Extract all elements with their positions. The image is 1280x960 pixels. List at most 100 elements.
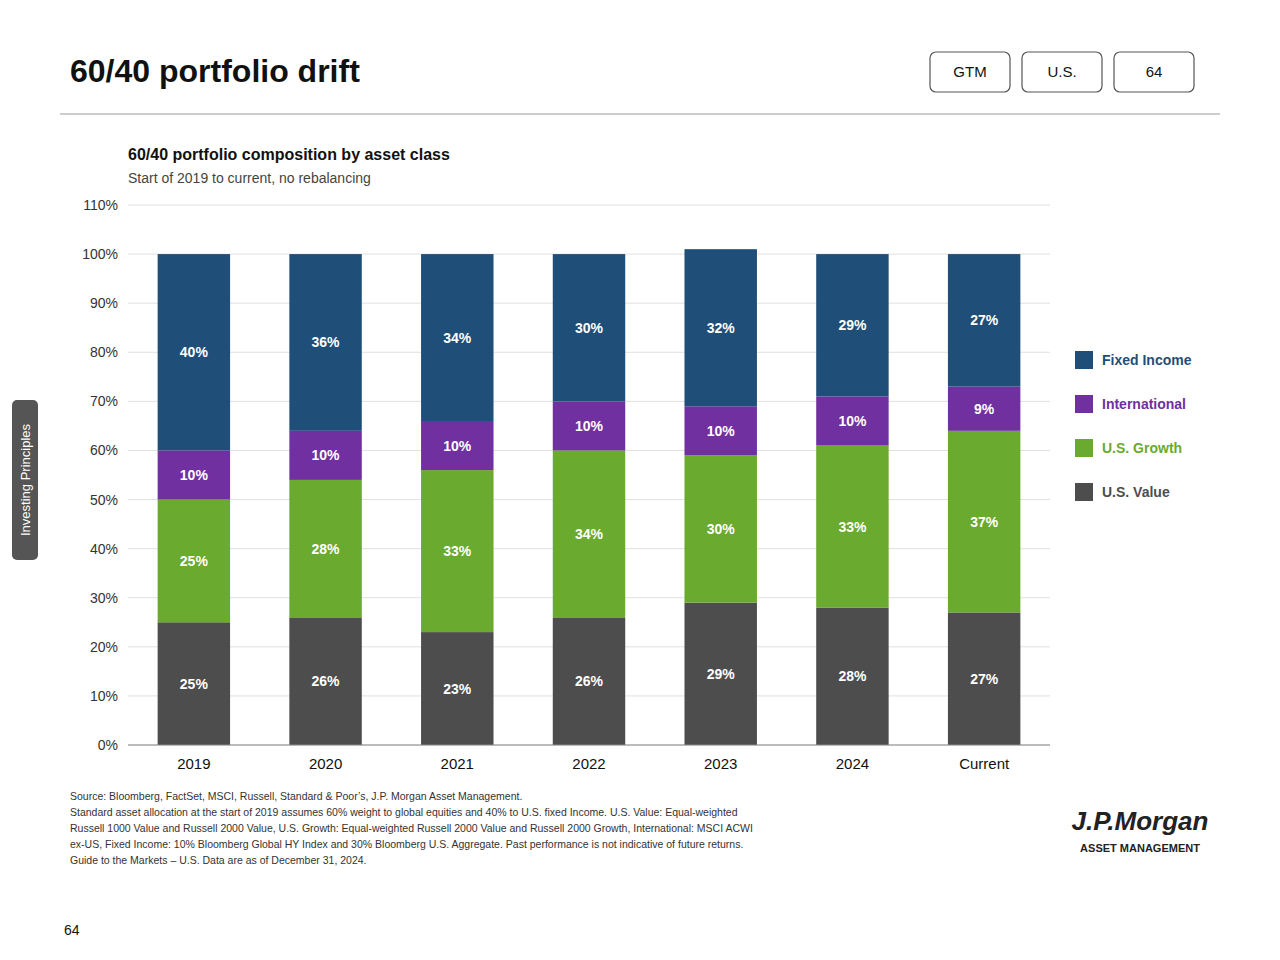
footer-line: Standard asset allocation at the start o… bbox=[70, 806, 738, 818]
legend-swatch bbox=[1075, 395, 1093, 413]
badge-text: GTM bbox=[953, 63, 986, 80]
badge-box bbox=[1022, 52, 1102, 92]
data-label: 9% bbox=[974, 401, 995, 417]
bar-segment bbox=[684, 249, 756, 406]
y-tick-label: 70% bbox=[90, 393, 118, 409]
data-label: 34% bbox=[443, 330, 472, 346]
side-label-box bbox=[12, 400, 38, 560]
data-label: 36% bbox=[312, 334, 341, 350]
data-label: 28% bbox=[312, 541, 341, 557]
data-label: 26% bbox=[312, 673, 341, 689]
bar-segment bbox=[684, 603, 756, 745]
data-label: 30% bbox=[707, 521, 736, 537]
bar-segment bbox=[948, 612, 1020, 745]
data-label: 27% bbox=[970, 312, 999, 328]
data-label: 32% bbox=[707, 320, 736, 336]
y-tick-label: 10% bbox=[90, 688, 118, 704]
bar-segment bbox=[684, 455, 756, 602]
bar-segment bbox=[948, 387, 1020, 431]
data-label: 10% bbox=[707, 423, 736, 439]
bar-segment bbox=[158, 450, 230, 499]
data-label: 25% bbox=[180, 676, 209, 692]
y-tick-label: 30% bbox=[90, 590, 118, 606]
y-tick-label: 50% bbox=[90, 492, 118, 508]
y-tick-label: 60% bbox=[90, 442, 118, 458]
bar-segment bbox=[948, 254, 1020, 387]
data-label: 33% bbox=[838, 519, 867, 535]
page-number: 64 bbox=[64, 922, 80, 938]
footer-line: Source: Bloomberg, FactSet, MSCI, Russel… bbox=[70, 790, 522, 802]
bar-segment bbox=[816, 254, 888, 396]
badge-text: 64 bbox=[1146, 63, 1163, 80]
bar-segment bbox=[289, 254, 361, 431]
y-tick-label: 0% bbox=[98, 737, 118, 753]
bar-segment bbox=[816, 608, 888, 745]
bar-segment bbox=[816, 446, 888, 608]
data-label: 27% bbox=[970, 671, 999, 687]
badge-text: U.S. bbox=[1047, 63, 1076, 80]
x-axis: 201920202021202220232024Current bbox=[128, 745, 1050, 772]
background bbox=[0, 0, 1280, 960]
bar-segment bbox=[684, 406, 756, 455]
bar-segment bbox=[289, 431, 361, 480]
logo-text: J.P.Morgan bbox=[1072, 806, 1209, 836]
bar-segment bbox=[553, 401, 625, 450]
subtitle-note: Start of 2019 to current, no rebalancing bbox=[128, 170, 371, 186]
bar-segment bbox=[421, 470, 493, 632]
bar-segment bbox=[421, 254, 493, 421]
badge-box bbox=[930, 52, 1010, 92]
title: 60/40 portfolio drift bbox=[70, 53, 360, 89]
bar-segment bbox=[948, 431, 1020, 613]
data-label: 40% bbox=[180, 344, 209, 360]
bar-segment bbox=[553, 617, 625, 745]
badge-box bbox=[1114, 52, 1194, 92]
x-tick-label: 2020 bbox=[309, 755, 342, 772]
x-axis-line bbox=[128, 745, 1050, 746]
footer-line: Guide to the Markets – U.S. Data are as … bbox=[70, 854, 367, 866]
y-tick-label: 80% bbox=[90, 344, 118, 360]
logo-subtext: ASSET MANAGEMENT bbox=[1080, 842, 1200, 854]
side-label-group: Investing Principles bbox=[12, 400, 38, 560]
x-tick-label: Current bbox=[959, 755, 1010, 772]
bar-segment bbox=[289, 617, 361, 745]
data-label: 10% bbox=[443, 438, 472, 454]
footer-line: Russell 1000 Value and Russell 2000 Valu… bbox=[70, 822, 753, 834]
x-tick-label: 2023 bbox=[704, 755, 737, 772]
data-labels: 25%26%23%26%29%28%27%25%28%33%34%30%33%3… bbox=[180, 312, 999, 696]
chart-root: 60/40 portfolio driftGTMU.S.6460/40 port… bbox=[0, 0, 1280, 960]
bar-segment bbox=[158, 500, 230, 623]
bar-segment bbox=[421, 421, 493, 470]
data-label: 28% bbox=[838, 668, 867, 684]
bar-segment bbox=[289, 480, 361, 617]
data-label: 10% bbox=[312, 447, 341, 463]
data-label: 34% bbox=[575, 526, 604, 542]
header-rule bbox=[60, 113, 1220, 115]
y-tick-label: 20% bbox=[90, 639, 118, 655]
y-grid: 0%10%20%30%40%50%60%70%80%90%100%110% bbox=[82, 197, 1050, 753]
x-tick-label: 2022 bbox=[572, 755, 605, 772]
legend-swatch bbox=[1075, 483, 1093, 501]
x-tick-label: 2021 bbox=[441, 755, 474, 772]
data-label: 30% bbox=[575, 320, 604, 336]
bar-segment bbox=[816, 396, 888, 445]
data-label: 23% bbox=[443, 681, 472, 697]
grid-line bbox=[128, 745, 1050, 746]
legend-swatch bbox=[1075, 439, 1093, 457]
legend-swatch bbox=[1075, 351, 1093, 369]
bar-segment bbox=[158, 622, 230, 745]
data-label: 29% bbox=[707, 666, 736, 682]
data-label: 10% bbox=[575, 418, 604, 434]
legend-label: U.S. Growth bbox=[1102, 440, 1182, 456]
data-label: 25% bbox=[180, 553, 209, 569]
data-label: 29% bbox=[838, 317, 867, 333]
x-tick-label: 2019 bbox=[177, 755, 210, 772]
data-label: 26% bbox=[575, 673, 604, 689]
legend: Fixed IncomeInternationalU.S. GrowthU.S.… bbox=[1075, 351, 1192, 501]
bar-segment bbox=[158, 254, 230, 450]
y-tick-label: 90% bbox=[90, 295, 118, 311]
data-label: 37% bbox=[970, 514, 999, 530]
footer-note: Source: Bloomberg, FactSet, MSCI, Russel… bbox=[70, 790, 753, 866]
bars bbox=[158, 249, 1021, 745]
bar-segment bbox=[553, 254, 625, 401]
y-tick-label: 110% bbox=[83, 197, 118, 213]
